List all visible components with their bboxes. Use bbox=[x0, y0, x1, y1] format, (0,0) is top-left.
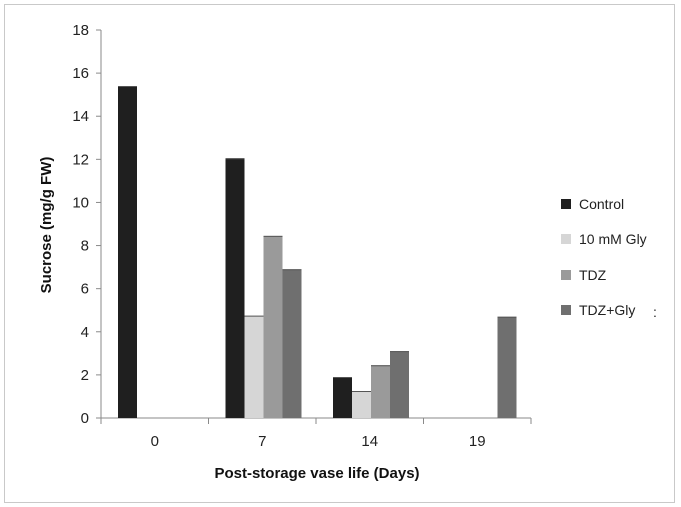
bar-control-day-0 bbox=[118, 86, 137, 419]
bars-layer bbox=[118, 86, 517, 419]
legend-label-tdz: TDZ bbox=[579, 267, 607, 283]
bar-tdz-day-7 bbox=[263, 235, 283, 418]
bar-control-day-7 bbox=[225, 158, 245, 418]
x-tick-label: 19 bbox=[469, 433, 486, 450]
y-tick-label: 16 bbox=[72, 65, 89, 82]
bar-10-mm-gly-day-14 bbox=[352, 391, 371, 418]
legend-extra-mark: : bbox=[653, 304, 657, 320]
bar-tdz-gly-day-19 bbox=[497, 316, 517, 418]
bar-tdz-gly-day-14 bbox=[390, 351, 409, 418]
x-tick-label: 7 bbox=[258, 433, 266, 450]
y-axis-title: Sucrose (mg/g FW) bbox=[38, 157, 55, 294]
bar-10-mm-gly-day-7 bbox=[244, 315, 264, 418]
legend-swatch-tdz bbox=[561, 270, 571, 280]
legend-label-10-mm-gly: 10 mM Gly bbox=[579, 231, 647, 247]
bar-control-day-14 bbox=[333, 377, 352, 418]
bar-tdz-day-14 bbox=[371, 365, 390, 418]
y-tick-label: 4 bbox=[81, 324, 89, 341]
x-tick-label: 14 bbox=[361, 433, 378, 450]
legend-label-control: Control bbox=[579, 196, 624, 212]
y-tick-label: 8 bbox=[81, 238, 89, 255]
y-tick-label: 0 bbox=[81, 410, 89, 427]
legend-swatch-control bbox=[561, 199, 571, 209]
legend-swatch-10-mm-gly bbox=[561, 234, 571, 244]
y-tick-label: 2 bbox=[81, 367, 89, 384]
x-tick-label: 0 bbox=[151, 433, 159, 450]
axes-layer: 0 2 4 6 8 10 12 14 16 18 0 7 14 19 bbox=[72, 22, 532, 450]
y-tick-label: 12 bbox=[72, 151, 89, 168]
legend-label-tdz-gly: TDZ+Gly bbox=[579, 302, 635, 318]
bar-tdz-gly-day-7 bbox=[282, 269, 302, 418]
legend: Control 10 mM Gly TDZ TDZ+Gly: bbox=[561, 196, 657, 320]
y-tick-label: 14 bbox=[72, 108, 89, 125]
y-tick-label: 10 bbox=[72, 194, 89, 211]
legend-swatch-tdz-gly bbox=[561, 305, 571, 315]
y-tick-label: 6 bbox=[81, 281, 89, 298]
chart-frame bbox=[4, 4, 675, 503]
x-axis-title: Post-storage vase life (Days) bbox=[214, 465, 419, 482]
y-tick-label: 18 bbox=[72, 22, 89, 39]
